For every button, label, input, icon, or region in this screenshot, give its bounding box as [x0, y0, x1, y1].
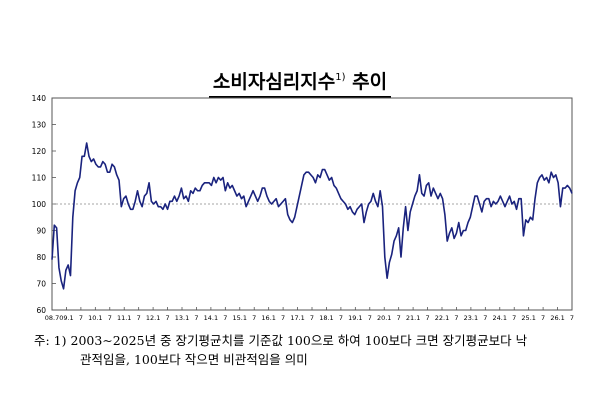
footnote-line-2: 관적임을, 100보다 작으면 비관적임을 의미 — [80, 352, 308, 367]
y-tick-label: 100 — [32, 200, 47, 209]
x-tick-label: 7 — [194, 314, 198, 322]
x-tick-label: 18.1 — [319, 314, 333, 322]
x-tick-label: 08.7 — [45, 314, 59, 322]
x-tick-label: 11.1 — [117, 314, 131, 322]
footnote-line-1: 주: 1) 2003∼2025년 중 장기평균치를 기준값 100으로 하여 1… — [34, 333, 528, 348]
x-tick-label: 7 — [281, 314, 285, 322]
y-tick-label: 120 — [32, 147, 47, 156]
y-tick-label: 90 — [36, 227, 46, 236]
x-tick-label: 7 — [223, 314, 227, 322]
footnote: 주: 1) 2003∼2025년 중 장기평균치를 기준값 100으로 하여 1… — [34, 331, 584, 369]
y-tick-label: 70 — [36, 280, 46, 289]
x-tick-label: 19.1 — [348, 314, 362, 322]
x-tick-label: 13.1 — [175, 314, 189, 322]
title-footnote-mark: 1) — [335, 72, 346, 83]
y-tick-label: 80 — [36, 253, 46, 262]
x-tick-label: 7 — [541, 314, 545, 322]
x-tick-label: 7 — [483, 314, 487, 322]
x-tick-label: 7 — [339, 314, 343, 322]
y-tick-label: 110 — [32, 174, 47, 183]
chart-title-text: 소비자심리지수1) 추이 — [208, 66, 392, 98]
x-tick-label: 7 — [454, 314, 458, 322]
x-tick-label: 16.1 — [261, 314, 275, 322]
x-tick-label: 7 — [512, 314, 516, 322]
x-tick-label: 24.1 — [493, 314, 507, 322]
series-line — [51, 142, 573, 290]
x-axis: 08.7 09.1 7 10.1 7 11.1 7 12.1 7 13.1 7 14.1 7 15.1 7 1… — [45, 307, 574, 322]
x-tick-label: 7 — [108, 314, 112, 322]
y-tick-label: 140 — [32, 94, 47, 103]
x-tick-label: 7 — [368, 314, 372, 322]
chart-title: 소비자심리지수1) 추이 — [0, 66, 600, 98]
x-tick-label: 7 — [310, 314, 314, 322]
y-tick-label: 60 — [36, 306, 46, 315]
y-tick-label: 130 — [32, 121, 47, 130]
x-tick-label: 22.1 — [435, 314, 449, 322]
x-tick-label: 7 — [79, 314, 83, 322]
title-main: 소비자심리지수 — [212, 71, 336, 93]
x-tick-label: 7 — [570, 314, 574, 322]
x-tick-label: 7 — [397, 314, 401, 322]
x-tick-label: 15.1 — [233, 314, 247, 322]
x-tick-label: 10.1 — [88, 314, 102, 322]
x-tick-label: 26.1 — [550, 314, 564, 322]
x-tick-label: 7 — [137, 314, 141, 322]
x-tick-label: 09.1 — [59, 314, 73, 322]
x-tick-label: 12.1 — [146, 314, 160, 322]
x-tick-label: 14.1 — [204, 314, 218, 322]
x-tick-label: 7 — [425, 314, 429, 322]
x-tick-label: 23.1 — [464, 314, 478, 322]
title-suffix: 추이 — [352, 71, 388, 93]
x-tick-label: 20.1 — [377, 314, 391, 322]
x-tick-label: 25.1 — [521, 314, 535, 322]
x-tick-label: 7 — [252, 314, 256, 322]
x-tick-label: 17.1 — [290, 314, 304, 322]
x-tick-label: 7 — [165, 314, 169, 322]
x-tick-label: 21.1 — [406, 314, 420, 322]
